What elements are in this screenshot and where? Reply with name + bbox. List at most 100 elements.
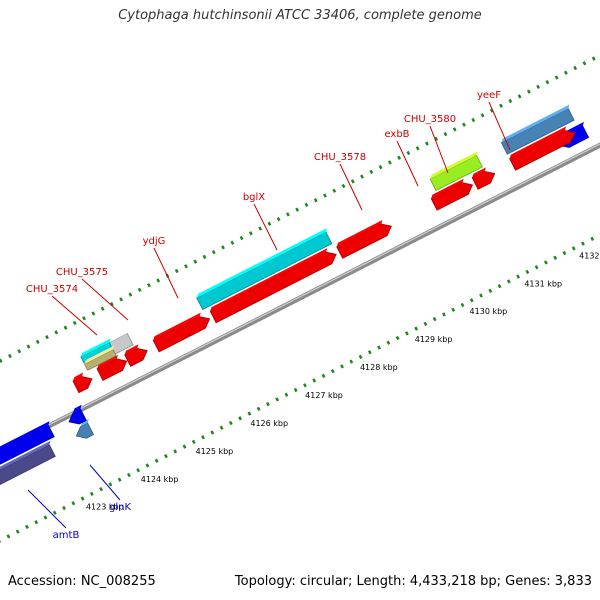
tick-mark (62, 505, 66, 511)
tick-mark (164, 453, 168, 459)
scale-label: 4130 kbp (470, 307, 508, 316)
scale-label: 4132 kbp (579, 251, 600, 260)
tick-mark (239, 235, 244, 241)
gene-feature (209, 248, 337, 324)
tick-mark (256, 406, 261, 411)
tick-mark (100, 306, 105, 311)
tick-mark (545, 80, 550, 85)
tick-mark (460, 302, 465, 308)
tick-mark (323, 193, 327, 198)
tick-mark (137, 287, 142, 293)
tick-mark (536, 84, 541, 90)
tick-mark (182, 444, 187, 449)
tick-mark (330, 368, 335, 374)
tick-mark (17, 349, 22, 354)
tick-mark (425, 141, 429, 146)
gene-feature (471, 167, 496, 190)
tick-mark (313, 198, 318, 203)
tick-mark (554, 75, 559, 80)
gene-label-exbb[interactable]: exbB (384, 129, 409, 140)
gene-feature (152, 312, 211, 353)
tick-mark (387, 160, 392, 165)
gene-label-glnk[interactable]: glnK (109, 502, 131, 513)
label-leader-line (396, 140, 419, 187)
gene-label-yeef[interactable]: yeeF (477, 90, 501, 101)
inner-tick-track (0, 232, 600, 543)
tick-mark (156, 278, 161, 283)
gene-label-bglx[interactable]: bglX (243, 192, 265, 203)
tick-mark (109, 301, 114, 307)
tick-mark (340, 364, 344, 369)
tick-mark (34, 520, 39, 525)
gene-feature (0, 440, 56, 485)
tick-mark (369, 169, 374, 175)
tick-mark (284, 392, 289, 397)
gene-feature (83, 345, 117, 371)
label-leader-line (429, 125, 449, 174)
label-leader-line (51, 295, 98, 336)
tick-mark (43, 515, 48, 520)
scale-label: 4131 kbp (524, 279, 562, 288)
tick-mark (452, 127, 457, 132)
tick-mark (25, 524, 29, 530)
gene-label-chu_3574[interactable]: CHU_3574 (26, 284, 78, 295)
tick-mark (553, 255, 558, 260)
tick-mark (63, 325, 68, 330)
tick-mark (378, 165, 383, 170)
tick-mark (423, 321, 428, 327)
tick-mark (451, 307, 456, 312)
gene-label-chu_3580[interactable]: CHU_3580 (404, 114, 456, 125)
gene-label-chu_3578[interactable]: CHU_3578 (314, 152, 366, 163)
scale-label: 4125 kbp (196, 447, 234, 456)
tick-mark (8, 353, 12, 359)
gene-feature (68, 404, 87, 425)
tick-mark (543, 260, 548, 265)
tick-mark (564, 70, 568, 75)
tick-mark (99, 487, 104, 492)
tick-mark (173, 449, 178, 454)
gene-label-chu_3575[interactable]: CHU_3575 (56, 267, 108, 278)
gene-feature (336, 220, 392, 259)
tick-mark (471, 117, 476, 123)
tick-mark (26, 344, 31, 349)
tick-mark (488, 288, 493, 293)
tick-mark (80, 496, 85, 501)
tick-mark (386, 340, 391, 345)
gene-label-ydjg[interactable]: ydjG (143, 236, 166, 247)
tick-mark (397, 155, 402, 160)
tick-mark (489, 108, 494, 113)
gene-label-amtb[interactable]: amtB (53, 530, 80, 541)
tick-mark (154, 458, 159, 463)
tick-mark (117, 477, 122, 482)
tick-mark (591, 56, 596, 61)
tick-mark (360, 174, 364, 179)
tick-mark (108, 482, 113, 487)
scale-label: 4123 kbp (86, 503, 124, 512)
tick-mark (406, 150, 411, 156)
tick-mark (52, 510, 57, 515)
tick-mark (432, 317, 437, 322)
tick-mark (54, 330, 59, 335)
tick-mark (15, 529, 20, 534)
tick-mark (562, 250, 567, 256)
gene-feature (0, 421, 55, 465)
tick-mark (191, 439, 196, 445)
tick-mark (506, 279, 511, 284)
tick-mark (377, 345, 381, 350)
tick-mark (286, 212, 290, 217)
scale-label: 4128 kbp (360, 363, 398, 372)
tick-mark (349, 359, 354, 364)
scale-labels: 4123 kbp 4124 kbp 4125 kbp 4126 kbp 4127 kbp… (86, 251, 600, 511)
tick-mark (479, 293, 483, 298)
tick-mark (35, 339, 40, 344)
tick-mark (434, 136, 439, 141)
tick-mark (145, 463, 150, 468)
tick-mark (516, 274, 520, 279)
tick-mark (304, 202, 309, 208)
tick-mark (321, 373, 326, 378)
tick-mark (499, 103, 503, 108)
label-leader-line (27, 489, 67, 529)
tick-mark (184, 264, 188, 269)
gene-features (0, 104, 590, 485)
